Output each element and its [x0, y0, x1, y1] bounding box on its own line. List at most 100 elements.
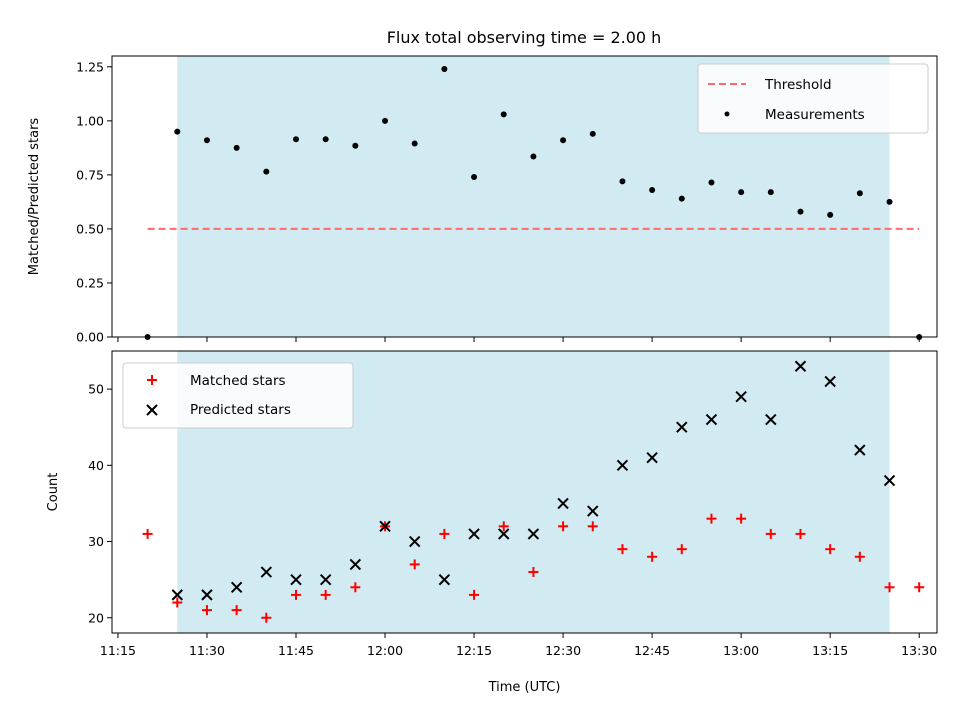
xtick-label: 12:30: [545, 643, 581, 658]
measurement-point: [619, 178, 626, 185]
xtick-label: 11:45: [278, 643, 314, 658]
count-ytick-label: 50: [88, 382, 104, 397]
measurement-point: [649, 187, 656, 194]
count-ytick-label: 40: [88, 458, 104, 473]
predicted-star-point: [260, 566, 273, 578]
legend-predicted-label: Predicted stars: [190, 402, 291, 418]
measurement-point: [203, 137, 210, 144]
legend-threshold-label: Threshold: [764, 77, 832, 93]
predicted-star-point: [587, 505, 599, 517]
count-ytick-label: 30: [88, 534, 104, 549]
ratio-ytick-label: 0.00: [76, 330, 104, 345]
measurement-point: [560, 137, 567, 144]
measurement-point: [352, 142, 359, 149]
predicted-star-point: [824, 375, 836, 388]
matched-star-point: [617, 544, 628, 555]
predicted-star-point: [616, 459, 629, 472]
measurement-point: [322, 136, 329, 143]
xtick-label: 12:00: [367, 643, 403, 658]
predicted-star-point: [290, 573, 302, 586]
ratio-y-axis-label: Matched/Predicted stars: [27, 118, 42, 276]
measurement-point: [886, 198, 893, 205]
count-y-axis-label: Count: [46, 473, 61, 512]
legend-box: [697, 63, 929, 134]
matched-star-point: [320, 589, 331, 600]
measurement-point: [382, 117, 389, 124]
measurement-point: [708, 179, 715, 186]
matched-star-point: [854, 551, 865, 562]
matched-star-point: [172, 597, 183, 608]
predicted-star-point: [794, 360, 807, 372]
measurement-point: [767, 189, 774, 196]
xtick-label: 11:30: [189, 643, 225, 658]
xtick-label: 11:15: [100, 643, 136, 658]
predicted-star-point: [379, 520, 391, 533]
measurement-point: [174, 128, 181, 135]
ratio-ytick-label: 1.00: [76, 113, 104, 128]
legend-matched-label: Matched stars: [190, 373, 286, 389]
measurement-point: [589, 130, 596, 137]
predicted-star-point: [527, 528, 540, 540]
legend-measurement-label: Measurements: [765, 107, 865, 123]
measurement-point: [471, 174, 478, 181]
xtick-label: 13:30: [901, 643, 937, 658]
matched-star-point: [290, 589, 301, 600]
predicted-star-point: [498, 528, 510, 540]
predicted-star-point: [735, 391, 747, 403]
predicted-star-point: [468, 528, 480, 540]
ratio-legend: Threshold Measurements: [697, 63, 929, 134]
measurement-point: [797, 208, 804, 215]
matched-star-point: [201, 605, 212, 616]
legend-measurement-swatch: [724, 111, 730, 117]
count-panel: 20 30 40 50 11:15 11:30 11:45 12:00 12:15 12:30 1…: [46, 350, 938, 695]
ratio-ytick-label: 0.50: [76, 221, 104, 236]
ratio-ytick-label: 1.25: [76, 59, 104, 74]
predicted-star-point: [854, 444, 866, 456]
matched-star-point: [676, 544, 687, 555]
xtick-label: 13:15: [812, 643, 848, 658]
measurement-point: [411, 140, 418, 147]
matched-star-point: [498, 521, 509, 532]
measurement-point: [500, 111, 507, 118]
matched-star-point: [587, 521, 598, 532]
matched-star-point: [558, 521, 569, 532]
predicted-star-point: [230, 581, 243, 593]
matched-star-point: [914, 582, 925, 593]
xtick-label: 13:00: [723, 643, 759, 658]
legend-predicted-swatch: [146, 404, 158, 416]
predicted-star-point: [171, 589, 183, 601]
xtick-label: 12:15: [456, 643, 492, 658]
predicted-star-point: [765, 413, 777, 426]
predicted-star-point: [438, 573, 451, 586]
measurement-point: [292, 136, 299, 143]
matched-star-point: [350, 582, 361, 593]
count-legend: Matched stars Predicted stars: [122, 362, 354, 429]
measurement-point: [827, 211, 834, 218]
matched-star-point: [231, 605, 242, 616]
predicted-star-point: [201, 589, 213, 601]
measurement-point: [678, 195, 685, 202]
predicted-star-point: [646, 451, 658, 464]
predicted-star-point: [676, 421, 688, 433]
predicted-star-point: [349, 558, 362, 571]
predicted-star-point: [883, 474, 896, 487]
measurement-point: [233, 144, 240, 151]
matched-star-point: [884, 582, 895, 593]
matched-star-point: [409, 559, 420, 570]
measurement-point: [441, 65, 448, 72]
measurement-point: [738, 189, 745, 196]
predicted-star-point: [705, 413, 718, 426]
matched-star-point: [469, 589, 480, 600]
predicted-star-point: [557, 497, 569, 510]
matched-star-point: [736, 513, 747, 524]
predicted-star-point: [408, 535, 421, 548]
ratio-panel-frame: [111, 55, 938, 338]
matched-star-point: [142, 528, 153, 539]
legend-box: [122, 362, 354, 429]
ratio-ytick-label: 0.25: [76, 275, 104, 290]
matched-star-point: [825, 544, 836, 555]
matched-star-point: [795, 528, 806, 539]
matched-star-point: [261, 612, 272, 623]
chart-title: Flux total observing time = 2.00 h: [387, 28, 662, 47]
